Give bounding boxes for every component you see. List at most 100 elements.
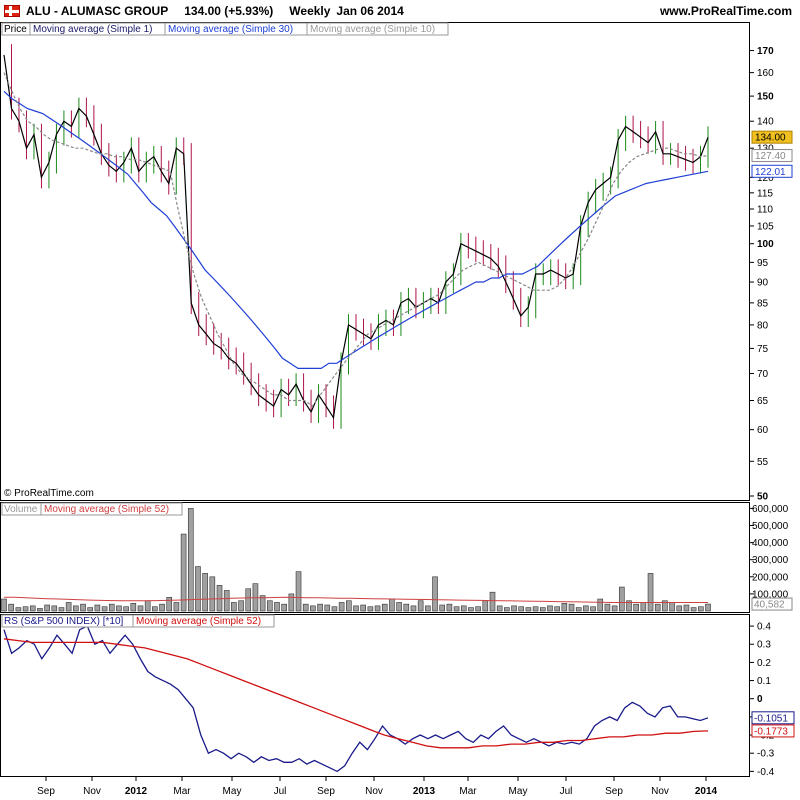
volume-bar	[281, 603, 287, 612]
volume-bar	[482, 600, 489, 612]
price-series-line-1	[3, 54, 709, 420]
volume-bar	[489, 591, 496, 612]
volume-bar	[108, 603, 115, 612]
x-tick-label: Jul	[274, 786, 287, 797]
volume-bar	[209, 576, 216, 612]
axis-layer: 5055606570758085909510010511011512013014…	[37, 46, 795, 797]
volume-bar	[597, 598, 604, 612]
price-tick-label: 95	[757, 258, 769, 269]
volume-bar	[73, 605, 79, 612]
legend-rs: RS (S&P 500 INDEX) [*10]	[4, 616, 124, 627]
volume-bar	[180, 533, 187, 612]
volume-bar	[568, 603, 575, 612]
price-tick-label: 140	[757, 117, 774, 128]
symbol-title: ALU - ALUMASC GROUP	[26, 4, 169, 18]
volume-bar	[453, 606, 460, 612]
rs-last-label: -0.1773	[754, 726, 788, 737]
volume-ma-line	[4, 596, 708, 603]
price-tick-label: 110	[757, 205, 773, 216]
price-last-box	[751, 164, 793, 178]
volume-bar	[144, 600, 151, 612]
x-tick-label: Mar	[173, 786, 191, 797]
price-tick-label: 150	[757, 92, 774, 103]
rs-last-box	[751, 724, 795, 738]
volume-bar	[439, 604, 446, 612]
volume-bar	[288, 593, 295, 612]
volume-bar	[353, 605, 359, 612]
volume-bar	[166, 597, 173, 612]
volume-bar	[195, 566, 201, 612]
legend-ma1: Moving average (Simple 1)	[33, 24, 153, 35]
price-tick-label: 100	[757, 239, 774, 250]
legend-volume-ma: Moving average (Simple 52)	[44, 504, 169, 515]
volume-bar	[22, 606, 29, 612]
legend-rs-ma: Moving average (Simple 52)	[136, 616, 261, 627]
x-tick-label: Sep	[37, 786, 55, 797]
date: Jan 06 2014	[336, 4, 404, 18]
volume-bar	[604, 603, 611, 612]
price-series-line-3	[3, 72, 709, 407]
volume-bar	[618, 586, 625, 612]
volume-bar	[669, 602, 675, 612]
volume-bar	[647, 573, 654, 612]
volume-tick-label: 200,000	[752, 572, 789, 583]
price-tick-label: 115	[757, 188, 773, 199]
volume-bar	[611, 605, 618, 612]
volume-bar	[346, 600, 352, 612]
volume-bar	[116, 605, 122, 612]
volume-bar	[381, 603, 388, 612]
price-last-box	[751, 130, 793, 144]
volume-bar	[539, 607, 546, 612]
volume-bar	[302, 603, 309, 612]
volume-bar	[583, 605, 589, 612]
volume-bar	[324, 604, 331, 612]
x-tick-label: Sep	[317, 786, 335, 797]
x-tick-label: 2012	[125, 786, 148, 797]
volume-bar	[662, 600, 668, 612]
volume-bar	[331, 606, 338, 612]
price-series-line-2	[3, 90, 709, 369]
volume-bar	[130, 603, 137, 612]
header-left: ALU - ALUMASC GROUP 134.00 (+5.93%) Week…	[4, 4, 404, 18]
x-tick-label: Nov	[83, 786, 101, 797]
volume-bar	[425, 605, 431, 612]
legend-ma10: Moving average (Simple 10)	[310, 24, 435, 35]
watermark: © ProRealTime.com	[4, 488, 94, 499]
volume-bar	[683, 604, 690, 612]
volume-bar	[446, 603, 453, 612]
rs-series-layer	[3, 625, 709, 773]
price-last-label: 122.01	[755, 167, 786, 178]
volume-bar	[1, 598, 7, 612]
volume-bar	[496, 605, 503, 612]
rs-tick-label: 0.1	[757, 676, 771, 687]
volume-bar	[396, 602, 402, 612]
rs-series-line-1	[3, 625, 709, 773]
x-tick-label: May	[223, 786, 242, 797]
site-link[interactable]: www.ProRealTime.com	[659, 4, 792, 18]
x-tick-label: May	[509, 786, 528, 797]
volume-bar	[547, 605, 553, 612]
rs-tick-label: 0.3	[757, 640, 771, 651]
volume-tick-label: 100,000	[752, 589, 789, 600]
volume-bar	[101, 606, 108, 612]
volume-bar	[417, 600, 424, 612]
rs-last-box	[751, 711, 795, 725]
volume-bar	[65, 602, 72, 612]
volume-bar	[554, 606, 560, 612]
volume-bar	[460, 605, 467, 612]
volume-bar	[468, 607, 474, 612]
volume-bar	[561, 603, 568, 612]
volume-bar	[173, 602, 180, 612]
volume-bar	[223, 590, 230, 612]
volume-bar	[187, 508, 194, 612]
x-tick-label: 2013	[413, 786, 436, 797]
volume-bar	[518, 606, 525, 612]
volume-bar	[504, 607, 510, 612]
volume-bar	[58, 607, 65, 612]
volume-bar	[532, 606, 539, 612]
price-tick-label: 80	[757, 320, 769, 331]
rs-panel-frame	[0, 614, 750, 777]
price-change: 134.00 (+5.93%)	[184, 4, 274, 18]
price-tick-label: 90	[757, 278, 769, 289]
